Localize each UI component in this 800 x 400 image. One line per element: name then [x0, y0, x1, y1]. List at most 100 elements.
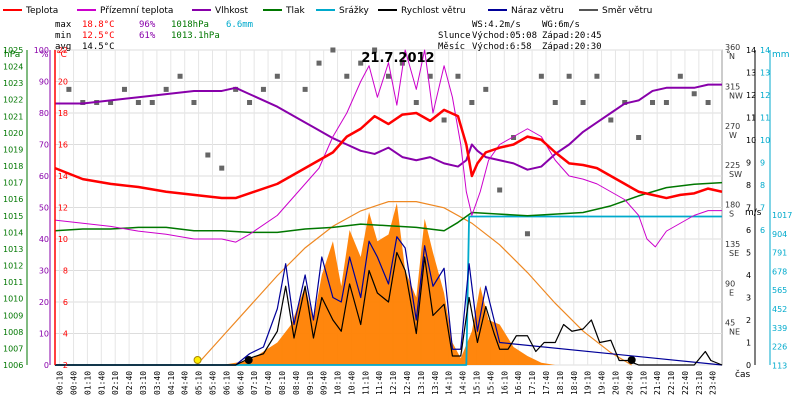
pct-tick-label: 70 [39, 141, 49, 150]
x-tick-label: 02:40 [125, 371, 134, 395]
x-tick-label: 12:10 [389, 371, 398, 395]
hpa-tick-label: 1024 [3, 63, 23, 72]
ms-tick-label: 13 [746, 69, 756, 78]
wind-direction-point [344, 73, 350, 79]
dir-tick-deg: 135 [725, 240, 740, 249]
dir-tick-name: NW [729, 91, 743, 100]
wind-direction-point [191, 100, 197, 105]
wind-direction-point [121, 86, 127, 92]
dir-tick-name: N [729, 52, 735, 61]
wind-direction-point [511, 135, 517, 140]
ms-tick-label: 10 [746, 136, 756, 145]
ms-unit: m/s [745, 208, 762, 218]
rain-mm-tick-label: 6 [760, 226, 765, 235]
legend-label: Tlak [285, 6, 306, 16]
temp-tick-label: 6 [63, 298, 68, 307]
x-tick-label: 03:40 [153, 371, 162, 395]
wind-direction-point [316, 60, 322, 66]
stat-avg-label: avg [55, 42, 71, 52]
wind-direction-point [469, 100, 475, 105]
x-tick-label: 23:10 [695, 371, 704, 395]
temp-tick-label: 4 [63, 330, 68, 339]
wind-direction-point [677, 73, 683, 79]
pct-tick-label: 30 [39, 267, 49, 276]
wind-speed-line [55, 251, 723, 366]
info-sunrise: Východ:05:08 [472, 31, 537, 41]
x-tick-label: 17:40 [542, 371, 551, 395]
wind-direction-point [608, 117, 614, 123]
x-tick-label: 01:10 [83, 371, 92, 395]
stat-max-press: 1018hPa [171, 20, 209, 30]
wind-direction-point [691, 91, 697, 97]
wind-direction-point [552, 100, 558, 105]
wind-direction-point [650, 100, 656, 105]
temp-tick-label: 20 [58, 78, 68, 87]
mm-unit: mm [772, 50, 790, 60]
rain-mm-tick-label: 7 [760, 204, 765, 213]
wind-direction-point [219, 165, 225, 171]
ms-tick-label: 7 [746, 204, 751, 213]
wind-direction-point [399, 60, 405, 66]
x-tick-label: 18:40 [570, 371, 579, 395]
mm-tick-label: 452 [772, 305, 787, 314]
hpa-tick-label: 1014 [3, 228, 23, 237]
axes: 00:10 00:40 01:10 01:40 02:10 02:40 03:10 03:40… [3, 43, 792, 395]
mm-tick-label: 113 [772, 361, 787, 370]
x-tick-label: 09:40 [320, 371, 329, 395]
x-tick-label: 11:40 [375, 371, 384, 395]
x-tick-label: 20:40 [625, 371, 634, 395]
wind-direction-point [497, 187, 503, 193]
x-tick-label: 01:40 [97, 371, 106, 395]
stat-max-rain: 6.6mm [226, 20, 253, 30]
hpa-tick-label: 1022 [3, 96, 23, 105]
ms-tick-label: 5 [746, 249, 751, 258]
hpa-tick-label: 1025 [3, 46, 23, 55]
wind-direction-point [483, 86, 489, 92]
mm-tick-label: 904 [772, 230, 787, 239]
legend-label: Přízemní teplota [100, 6, 173, 16]
wind-direction-points [66, 47, 711, 237]
x-tick-label: 08:10 [278, 371, 287, 395]
info-ws: WS:4.2m/s [472, 20, 521, 30]
mm-tick-label: 791 [772, 249, 787, 258]
ms-tick-label: 3 [746, 294, 751, 303]
x-tick-label: 19:10 [584, 371, 593, 395]
pct-tick-label: 90 [39, 78, 49, 87]
x-tick-label: 04:40 [181, 371, 190, 395]
x-tick-label: 05:10 [195, 371, 204, 395]
hpa-tick-label: 1019 [3, 145, 23, 154]
hpa-tick-label: 1020 [3, 129, 23, 138]
ms-tick-label: 1 [746, 339, 751, 348]
x-tick-label: 14:40 [459, 371, 468, 395]
mm-tick-label: 678 [772, 267, 787, 276]
x-tick-label: 13:10 [417, 371, 426, 395]
info-moonrise: Východ:6:58 [472, 42, 532, 52]
x-tick-label: 21:10 [639, 371, 648, 395]
rain-mm-tick-label: 13 [760, 69, 770, 78]
wind-direction-point [163, 86, 169, 92]
series-lines [54, 49, 723, 366]
wind-direction-point [705, 100, 711, 105]
rain-mm-tick-label: 10 [760, 136, 770, 145]
wind-direction-point [594, 73, 600, 79]
x-tick-label: 10:40 [347, 371, 356, 395]
ms-tick-label: 2 [746, 316, 751, 325]
x-tick-label: 22:40 [681, 371, 690, 395]
hpa-tick-label: 1009 [3, 311, 23, 320]
temp-tick-label: 8 [63, 267, 68, 276]
wind-direction-point [177, 73, 183, 79]
wind-direction-point [233, 86, 239, 92]
x-tick-label: 14:10 [445, 371, 454, 395]
dir-tick-deg: 180 [725, 201, 740, 210]
legend-label: Srážky [339, 6, 370, 16]
pct-tick-label: 20 [39, 298, 49, 307]
info-sun-label: Slunce [438, 31, 471, 41]
x-tick-label: 07:10 [250, 371, 259, 395]
hpa-tick-label: 1012 [3, 262, 23, 271]
dir-tick-deg: 45 [725, 319, 735, 328]
ms-tick-label: 14 [746, 46, 756, 55]
rain-mm-tick-label: 11 [760, 114, 770, 123]
wind-direction-point [441, 117, 447, 123]
x-tick-label: 23:40 [709, 371, 718, 395]
stat-min-hum: 61% [139, 31, 156, 41]
